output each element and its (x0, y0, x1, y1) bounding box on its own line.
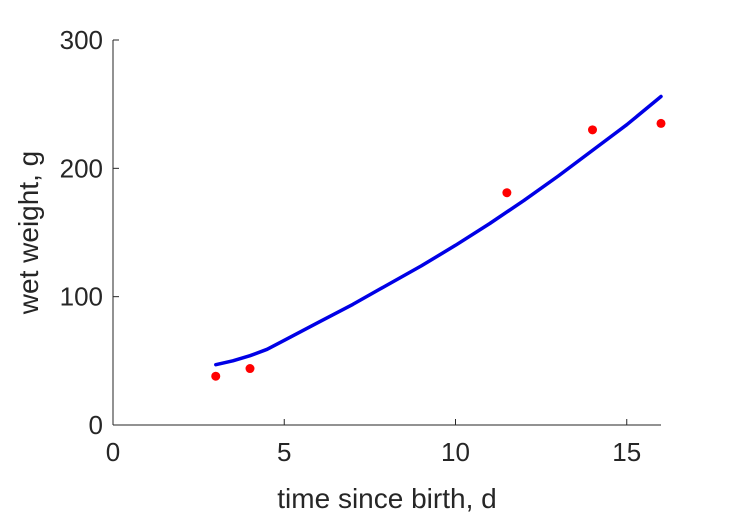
y-axis-label: wet weight, g (13, 151, 44, 315)
data-point (656, 118, 666, 128)
axes (112, 40, 661, 426)
x-tick-label: 0 (106, 437, 120, 467)
data-point (211, 371, 221, 381)
x-tick-label: 5 (277, 437, 291, 467)
data-point (588, 125, 597, 135)
x-axis-label: time since birth, d (277, 483, 496, 514)
y-tick-label: 200 (60, 153, 103, 183)
fit-curve (214, 94, 663, 367)
plot-area (211, 94, 666, 381)
ticks: 0 5 10 15 0 100 200 300 (60, 25, 642, 467)
data-point (502, 188, 512, 198)
data-point (245, 364, 255, 374)
y-tick-label: 0 (89, 410, 103, 440)
y-tick-label: 100 (60, 282, 103, 312)
y-tick-label: 300 (60, 25, 103, 55)
x-tick-label: 10 (441, 437, 470, 467)
x-tick-label: 15 (612, 437, 641, 467)
